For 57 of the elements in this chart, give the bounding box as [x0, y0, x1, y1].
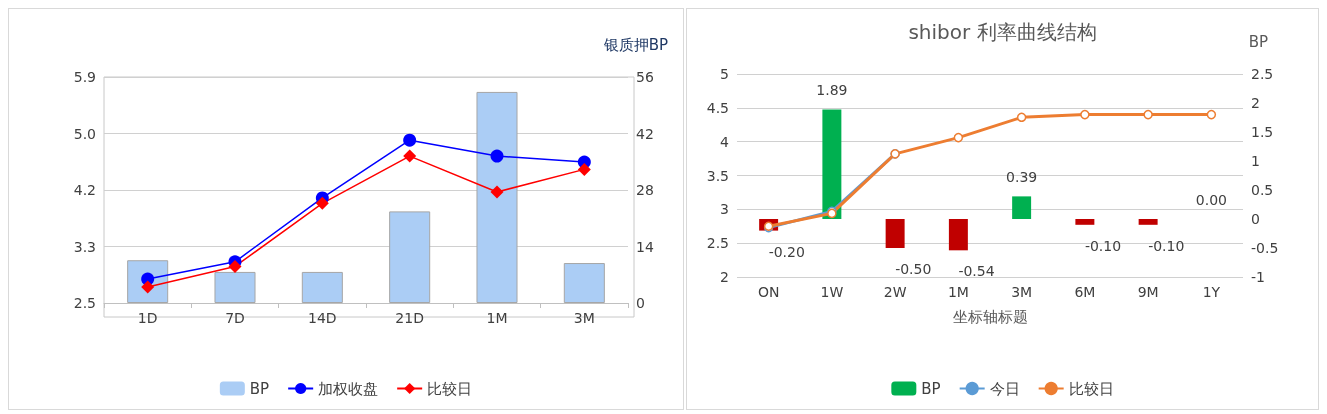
y2-tick-label: 1: [1251, 153, 1260, 169]
x-axis-title: 坐标轴标题: [952, 307, 1028, 326]
x-tick-label: 21D: [395, 310, 424, 326]
x-tick-label: 6M: [1074, 284, 1096, 300]
y2-tick-label: 0: [636, 295, 645, 311]
x-tick-label: 1M: [947, 284, 969, 300]
y-tick-label: 4: [720, 133, 730, 150]
x-tick-label: ON: [757, 284, 780, 300]
x-tick-label: 1Y: [1202, 284, 1221, 300]
y-tick-label: 3: [720, 201, 729, 218]
y2-tick-label: 14: [636, 238, 654, 255]
y2-tick-label: 0: [1251, 211, 1260, 227]
y2-tick-label: 2: [1251, 95, 1260, 111]
y2-tick-label: 56: [636, 69, 654, 85]
x-tick-label: 7D: [225, 310, 245, 326]
chart-title: shibor 利率曲线结构: [908, 20, 1097, 44]
x-tick-label: 1D: [137, 310, 158, 326]
y2-axis-title: BP: [1248, 32, 1268, 51]
x-tick-label: 3M: [1011, 284, 1033, 300]
legend-label: 加权收盘: [318, 379, 379, 398]
legend-label: 比较日: [427, 379, 473, 398]
data-label: -0.10: [1084, 237, 1122, 254]
x-tick-label: 3M: [573, 310, 595, 326]
legend-label: BP: [921, 379, 941, 398]
y-tick-label: 5.0: [73, 125, 96, 142]
legend-label: BP: [249, 379, 270, 398]
x-tick-label: 2W: [883, 284, 907, 300]
x-tick-label: 14D: [308, 310, 337, 326]
y2-tick-label: 0.5: [1251, 182, 1274, 198]
x-tick-label: 1M: [486, 310, 508, 326]
x-tick-label: 1W: [820, 284, 844, 300]
data-label: -0.50: [895, 261, 932, 277]
y-tick-label: 5.9: [73, 69, 96, 85]
x-tick-label: 9M: [1137, 284, 1159, 300]
y2-axis-title: 银质押BP: [602, 35, 668, 54]
y2-tick-label: -1: [1251, 269, 1265, 285]
y-tick-label: 2: [720, 269, 729, 285]
y-tick-label: 4.2: [73, 182, 96, 198]
y-tick-label: 2.5: [706, 235, 729, 252]
y-tick-label: 5: [720, 66, 729, 82]
y2-tick-label: 1.5: [1251, 124, 1274, 140]
y-tick-label: 3.5: [706, 167, 729, 184]
data-label: 0.00: [1195, 192, 1227, 208]
data-label: -0.10: [1148, 237, 1185, 254]
y-tick-label: 3.3: [73, 238, 96, 255]
y2-tick-label: 28: [636, 182, 654, 198]
data-label: -0.54: [958, 263, 995, 280]
data-label: -0.20: [768, 243, 805, 260]
data-label: 1.89: [816, 82, 848, 99]
y2-tick-label: -0.5: [1251, 240, 1279, 256]
legend-label: 今日: [989, 379, 1020, 398]
y2-tick-label: 42: [636, 125, 654, 142]
y-tick-label: 4.5: [706, 99, 729, 116]
y2-tick-label: 2.5: [1251, 66, 1274, 82]
data-label: 0.39: [1006, 169, 1038, 186]
legend-label: 比较日: [1068, 379, 1114, 398]
y-tick-label: 2.5: [73, 295, 96, 311]
